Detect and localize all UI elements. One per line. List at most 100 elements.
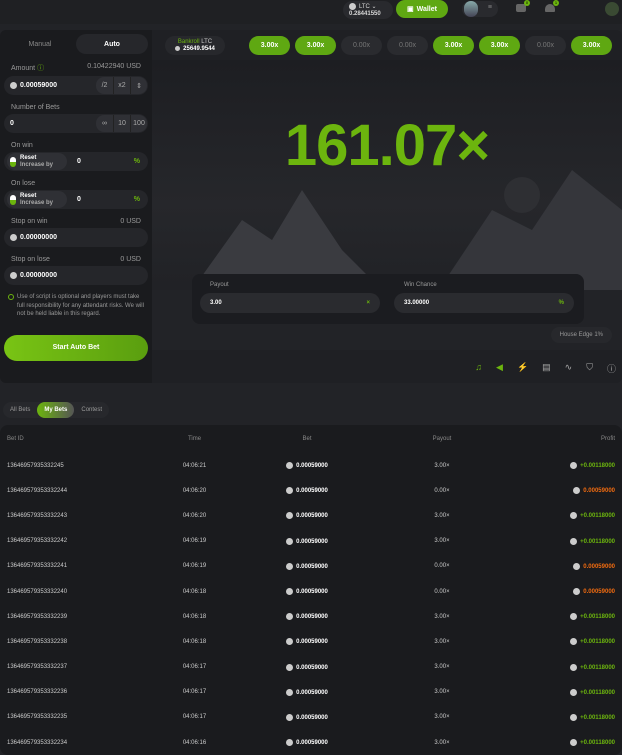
bet-time: 04:06:17 — [182, 714, 207, 721]
bet-time: 04:06:16 — [182, 739, 207, 746]
bet-id: 136469579353332234 — [7, 739, 68, 746]
on-win-input[interactable]: Reset Increase by 0% — [4, 152, 148, 171]
coin-icon — [570, 613, 578, 621]
keyboard-icon[interactable]: ▤ — [542, 362, 551, 372]
on-win-toggle[interactable]: Reset Increase by — [7, 153, 67, 170]
bet-profit: +0.00118000 — [580, 513, 615, 520]
table-row[interactable]: 136469579353332238 04:06:18 0.00059000 3.00… — [0, 629, 622, 654]
bet-payout: 3.00× — [434, 462, 450, 469]
history-chip[interactable]: 3.00x — [571, 36, 612, 55]
coin-icon — [286, 487, 294, 495]
on-lose-toggle[interactable]: Reset Increase by — [7, 191, 67, 208]
table-row[interactable]: 136469579353332235 04:06:17 0.00059000 3.00… — [0, 705, 622, 730]
table-row[interactable]: 136469579353332242 04:06:19 0.00059000 3.00… — [0, 529, 622, 554]
bet-time: 04:06:18 — [182, 613, 207, 620]
payout-input[interactable]: 3.00 × — [200, 293, 380, 313]
inbox-icon[interactable] — [516, 4, 526, 12]
table-row[interactable]: 136469579353332244 04:06:20 0.00059000 0.00… — [0, 478, 622, 503]
tab-all-bets[interactable]: All Bets — [10, 407, 31, 413]
history-chip[interactable]: 3.00x — [295, 36, 336, 55]
balance-selector[interactable]: LTC ⌄ 0.28441550 — [343, 1, 393, 19]
info-icon: ⓘ — [37, 65, 45, 72]
chat-icon[interactable] — [605, 2, 619, 16]
music-icon[interactable]: ♫ — [475, 362, 483, 372]
history-chip[interactable]: 3.00x — [249, 36, 290, 55]
history-chip[interactable]: 0.00x — [525, 36, 566, 55]
half-button[interactable]: /2 — [101, 82, 108, 89]
payout-panel: Payout 3.00 × Win Chance 33.00000% — [192, 274, 584, 324]
bet-time: 04:06:19 — [182, 563, 207, 570]
coin-icon — [286, 562, 294, 570]
bet-profit: 0.00059000 — [583, 589, 615, 596]
sound-icon[interactable]: ◀ — [496, 362, 503, 372]
stop-on-lose-input[interactable]: 0.00000000 — [4, 266, 148, 285]
table-row[interactable]: 136469579353332234 04:06:16 0.00059000 3.00… — [0, 730, 622, 755]
win-chance-input[interactable]: 33.00000% — [394, 293, 574, 313]
history-chip[interactable]: 3.00x — [433, 36, 474, 55]
on-lose-input[interactable]: Reset Increase by 0% — [4, 190, 148, 209]
table-row[interactable]: 136469579353332243 04:06:20 0.00059000 3.00… — [0, 503, 622, 528]
game-area: Bankroll LTC 25649.9544 3.00x 3.00x 0.00x 0.… — [152, 30, 622, 383]
bet-profit: +0.00118000 — [580, 664, 615, 671]
coin-icon — [573, 487, 581, 495]
bet-payout: 3.00× — [434, 613, 450, 620]
table-row[interactable]: 1364695793533224​5 04:06:21 0.00059000 3.00… — [0, 453, 622, 478]
bet-id: 136469579353332239 — [7, 613, 68, 620]
help-icon[interactable]: ⓘ — [606, 364, 616, 374]
coin-icon — [286, 462, 294, 470]
history-chip[interactable]: 0.00x — [341, 36, 382, 55]
start-auto-bet-button[interactable]: Start Auto Bet — [4, 334, 148, 361]
bets-100-button[interactable]: 100 — [130, 115, 147, 132]
coin-icon — [286, 587, 294, 595]
wallet-button[interactable]: ▣ Wallet — [396, 0, 448, 18]
chart-icon[interactable]: ∿ — [564, 362, 573, 372]
bet-time: 04:06:17 — [182, 664, 207, 671]
number-of-bets-input[interactable]: 0 ∞ 10 100 — [4, 114, 148, 133]
coin-icon — [570, 537, 578, 545]
history-chip[interactable]: 0.00x — [387, 36, 428, 55]
coin-icon — [570, 512, 578, 520]
bet-amount: 0.00059000 — [296, 664, 328, 671]
coin-icon — [286, 638, 294, 646]
coin-icon — [570, 663, 578, 671]
amount-input[interactable]: 0.00059000 /2 x2 ⇕ — [4, 76, 148, 95]
bet-profit: +0.00118000 — [580, 740, 615, 747]
tab-auto[interactable]: Auto — [76, 34, 148, 54]
bet-payout: 3.00× — [434, 638, 450, 645]
coin-icon — [10, 82, 17, 89]
table-row[interactable]: 136469579353332237 04:06:17 0.00059000 3.00… — [0, 655, 622, 680]
avatar-menu[interactable]: ≡ — [462, 1, 498, 17]
double-button[interactable]: x2 — [113, 77, 130, 94]
stop-on-win-input[interactable]: 0.00000000 — [4, 228, 148, 247]
notification-badge: 1 — [553, 0, 559, 6]
coin-icon — [570, 713, 578, 721]
table-row[interactable]: 136469579353332239 04:06:18 0.00059000 3.00… — [0, 604, 622, 629]
bell-icon[interactable] — [545, 4, 555, 12]
table-row[interactable]: 136469579353332241 04:06:19 0.00059000 0.00… — [0, 554, 622, 579]
bet-payout: 3.00× — [434, 512, 450, 519]
bet-profit: +0.00118000 — [580, 689, 615, 696]
lightning-icon[interactable]: ⚡ — [516, 362, 529, 372]
history-chip[interactable]: 3.00x — [479, 36, 520, 55]
bet-profit: +0.00118000 — [580, 614, 615, 621]
bet-id: 136469579353332241 — [7, 563, 68, 570]
bet-amount: 0.00059000 — [296, 589, 328, 596]
top-bar: LTC ⌄ 0.28441550 ▣ Wallet ≡ 0 1 — [0, 0, 622, 24]
tab-contest[interactable]: Contest — [81, 407, 103, 413]
coin-icon — [286, 663, 294, 671]
tab-manual[interactable]: Manual — [28, 40, 52, 48]
bet-payout: 0.00× — [434, 487, 450, 494]
tab-my-bets[interactable]: My Bets — [37, 402, 75, 418]
infinite-button[interactable]: ∞ — [102, 120, 107, 127]
bet-time: 04:06:20 — [182, 487, 207, 494]
stepper-icon[interactable]: ⇕ — [130, 77, 147, 94]
fairness-icon[interactable]: ⛉ — [586, 362, 593, 372]
table-row[interactable]: 136469579353332240 04:06:18 0.00059000 0.00… — [0, 579, 622, 604]
table-row[interactable]: 136469579353332236 04:06:17 0.00059000 3.00… — [0, 680, 622, 705]
bet-payout: 3.00× — [434, 714, 450, 721]
bets-10-button[interactable]: 10 — [113, 115, 130, 132]
bet-amount: 0.00059000 — [296, 463, 328, 470]
bet-amount: 0.00059000 — [296, 740, 328, 747]
bet-id: 136469579353332243 — [7, 512, 68, 519]
wallet-icon: ▣ — [407, 6, 414, 13]
